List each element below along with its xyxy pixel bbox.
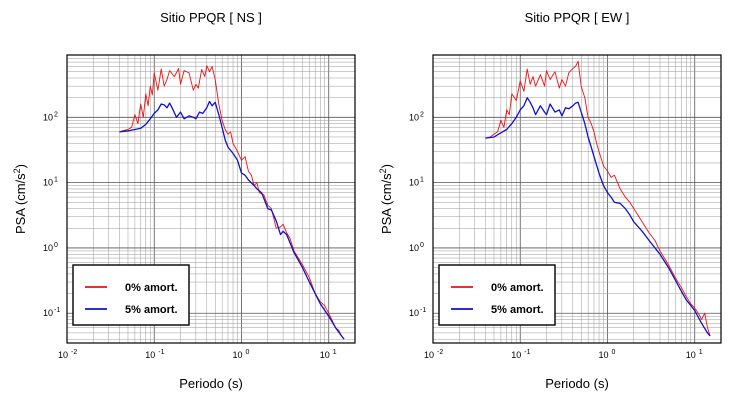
y-tick-label: 10 <box>43 112 53 122</box>
chart-title: Sitio PPQR [ NS ] <box>160 10 262 25</box>
legend-box <box>438 264 556 326</box>
y-tick-label: 10 <box>409 308 419 318</box>
y-tick-label: 10 <box>43 178 53 188</box>
series-line-undamped <box>119 65 342 337</box>
legend-label: 0% amort. <box>491 282 544 294</box>
x-tick-label: 10 <box>145 350 155 360</box>
y-tick-exponent: 0 <box>420 242 424 249</box>
legend: 0% amort. 5% amort. <box>438 264 556 326</box>
legend-label: 5% amort. <box>491 304 544 316</box>
legend: 0% amort. 5% amort. <box>72 264 190 326</box>
series-line-damped <box>485 97 711 337</box>
x-tick-label: 10 <box>320 350 330 360</box>
y-tick-label: 10 <box>43 243 53 253</box>
y-axis-label: PSA (cm/s2) <box>378 164 394 234</box>
series-line-undamped <box>485 60 711 337</box>
y-tick-label: 10 <box>409 243 419 253</box>
x-tick-label: 10 <box>424 350 434 360</box>
x-tick-label: 10 <box>232 350 242 360</box>
y-tick-exponent: 1 <box>420 177 424 184</box>
x-tick-label: 10 <box>58 350 68 360</box>
y-tick-exponent: 1 <box>54 177 58 184</box>
chart-title: Sitio PPQR [ EW ] <box>525 10 630 25</box>
x-tick-exponent: -2 <box>437 349 443 356</box>
legend-label: 0% amort. <box>125 282 178 294</box>
x-tick-exponent: -2 <box>71 349 77 356</box>
y-tick-exponent: 0 <box>54 242 58 249</box>
y-axis-label: PSA (cm/s2) <box>12 164 28 234</box>
y-tick-label: 10 <box>409 178 419 188</box>
x-tick-exponent: 0 <box>611 349 615 356</box>
series-line-damped <box>119 100 345 340</box>
x-tick-exponent: -1 <box>158 349 164 356</box>
x-tick-exponent: 0 <box>245 349 249 356</box>
x-axis-label: Periodo (s) <box>179 376 243 391</box>
x-axis-label: Periodo (s) <box>545 376 609 391</box>
y-tick-exponent: 2 <box>54 111 58 118</box>
y-tick-exponent: 2 <box>420 111 424 118</box>
plot-frame <box>66 54 356 344</box>
plot-frame <box>432 54 722 344</box>
y-tick-label: 10 <box>43 308 53 318</box>
legend-label: 5% amort. <box>125 304 178 316</box>
x-tick-label: 10 <box>686 350 696 360</box>
x-tick-exponent: 1 <box>699 349 703 356</box>
x-tick-label: 10 <box>511 350 521 360</box>
legend-box <box>72 264 190 326</box>
x-tick-exponent: 1 <box>333 349 337 356</box>
y-tick-exponent: -1 <box>54 307 60 314</box>
y-tick-exponent: -1 <box>420 307 426 314</box>
x-tick-exponent: -1 <box>524 349 530 356</box>
x-tick-label: 10 <box>598 350 608 360</box>
y-tick-label: 10 <box>409 112 419 122</box>
